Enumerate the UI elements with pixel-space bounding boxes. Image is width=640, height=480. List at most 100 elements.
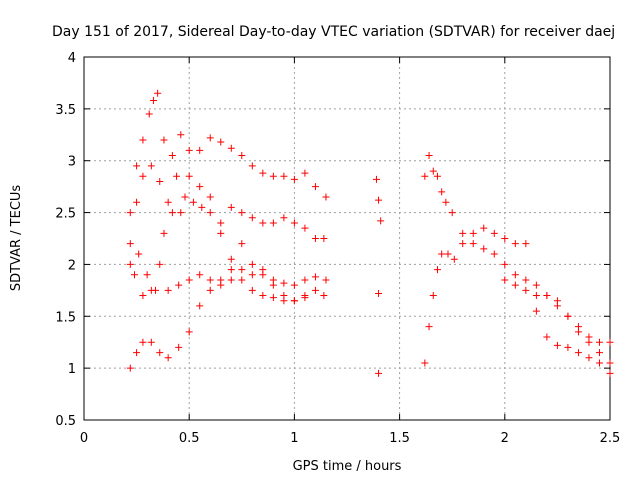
data-point [206,193,214,201]
y-tick-label: 3.5 [55,103,76,118]
y-tick-label: 2 [68,258,76,273]
data-point [459,240,467,248]
data-point [543,292,551,300]
data-point [227,203,235,211]
data-point [189,198,197,206]
data-point [421,172,429,180]
data-point [130,271,138,279]
data-point [139,172,147,180]
data-point [438,250,446,258]
data-point [238,240,246,248]
data-point [238,266,246,274]
data-point [585,338,593,346]
data-point [511,281,519,289]
x-tick-label: 1.5 [389,431,410,446]
data-point [375,289,383,297]
data-point [135,250,143,258]
data-point [522,286,530,294]
data-point [206,134,214,142]
chart-title: Day 151 of 2017, Sidereal Day-to-day VTE… [52,24,615,40]
data-point [154,89,162,97]
data-point [290,281,298,289]
data-point [238,152,246,160]
data-point [425,323,433,331]
data-point [196,302,204,310]
data-point [301,169,309,177]
data-point [311,286,319,294]
data-point [149,97,157,105]
y-tick-label: 4 [68,51,76,66]
data-point [196,271,204,279]
data-point [259,292,267,300]
data-point [227,255,235,263]
data-point [139,292,147,300]
data-point [259,219,267,227]
data-point [248,271,256,279]
data-point [168,152,176,160]
points-layer [126,89,614,377]
data-point [248,286,256,294]
data-point [217,276,225,284]
data-point [574,349,582,357]
data-point [564,312,572,320]
data-point [585,354,593,362]
data-point [185,172,193,180]
data-point [480,224,488,232]
data-point [147,286,155,294]
data-point [238,276,246,284]
data-point [143,271,151,279]
data-point [311,183,319,191]
data-point [543,333,551,341]
data-point [280,279,288,287]
data-point [280,172,288,180]
data-point [375,196,383,204]
data-point [564,343,572,351]
data-point [595,349,603,357]
data-point [164,198,172,206]
data-point [126,240,134,248]
data-point [217,219,225,227]
data-point [532,307,540,315]
data-point [185,276,193,284]
data-point [227,276,235,284]
data-point [429,292,437,300]
data-point [490,229,498,237]
data-point [511,271,519,279]
data-point [320,235,328,242]
data-point [168,209,176,217]
data-point [532,292,540,300]
data-point [185,328,193,336]
data-point [290,297,298,305]
data-point [147,338,155,346]
series-sat-B [126,162,328,268]
data-point [425,152,433,160]
data-point [469,240,477,248]
data-point [198,203,206,211]
data-point [206,209,214,217]
data-point [164,286,172,294]
data-point [522,240,530,248]
data-point [301,224,309,232]
data-point [196,183,204,191]
data-point [377,217,385,225]
data-point [133,162,141,170]
data-point [248,162,256,170]
plot-frame [83,56,611,421]
data-point [139,338,147,346]
data-point [595,338,603,346]
data-point [280,214,288,222]
data-point [160,136,168,144]
data-point [248,260,256,268]
data-point [553,297,561,305]
data-point [480,245,488,253]
x-tick-label: 0.5 [179,431,200,446]
data-point [206,276,214,284]
data-point [175,343,183,351]
data-point [448,209,456,217]
data-point [147,162,155,170]
data-point [156,177,164,185]
data-point [185,146,193,154]
y-tick-label: 1 [68,362,76,377]
x-tick-label: 0 [80,431,88,446]
data-point [301,276,309,284]
